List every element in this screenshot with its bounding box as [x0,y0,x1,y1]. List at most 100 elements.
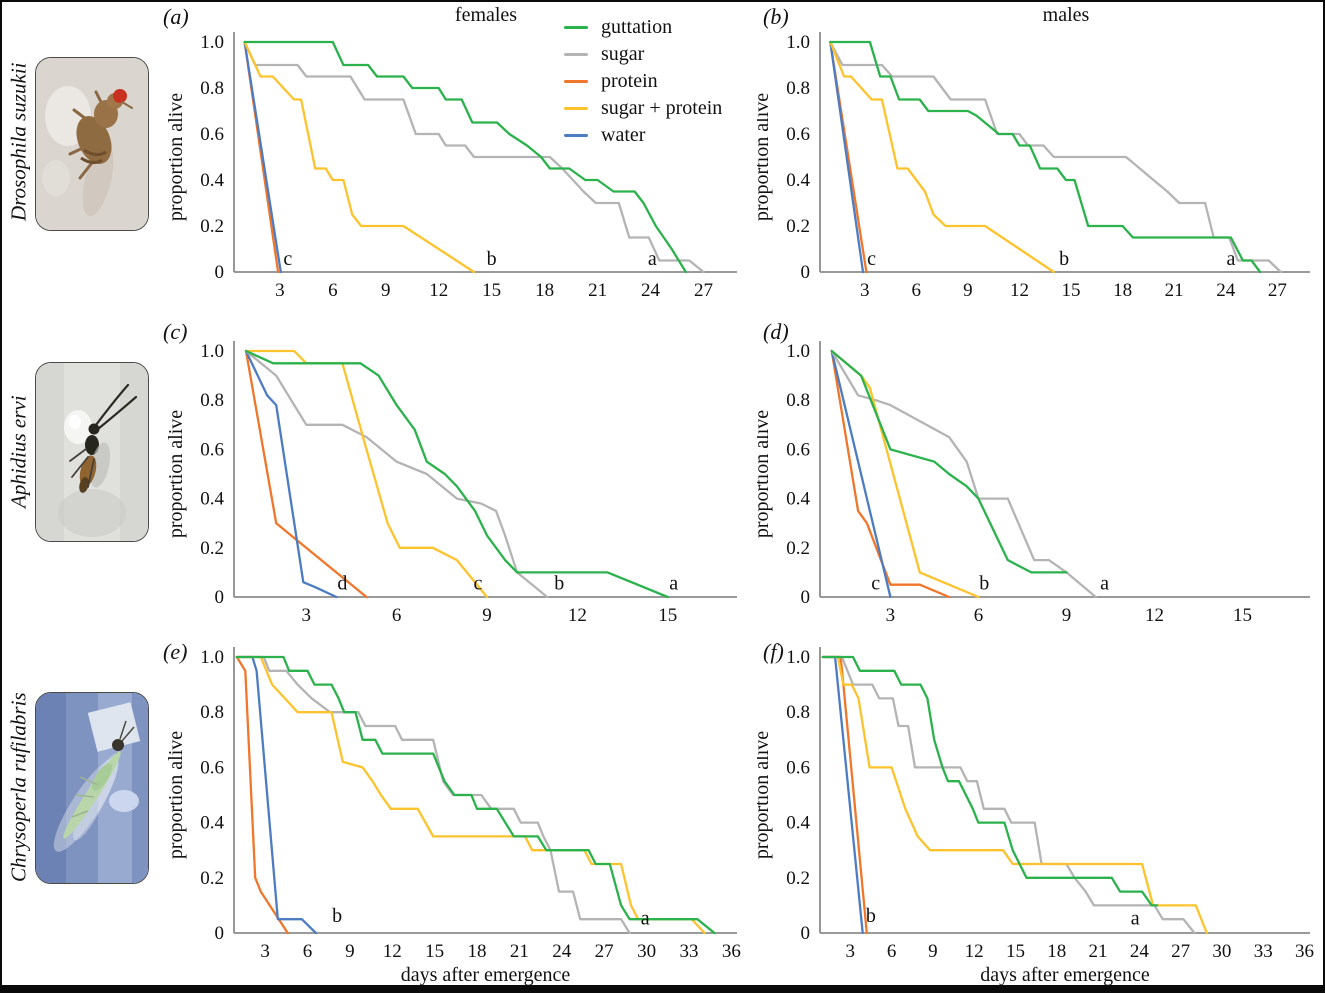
significance-letter-b: b [979,573,989,595]
x-tick-label: 6 [328,280,338,301]
y-tick-label: 0.6 [200,757,224,778]
x-tick-label: 12 [1145,605,1164,626]
y-tick-label: 0 [215,587,225,608]
y-tick-label: 0 [215,262,225,283]
x-tick-label: 9 [381,280,391,301]
x-tick-label: 12 [965,941,984,962]
x-tick-label: 30 [1212,941,1231,962]
x-tick-label: 6 [303,941,313,962]
x-tick-label: 12 [1010,280,1029,301]
x-tick-label: 6 [974,605,984,626]
series-guttation-line [235,655,716,935]
y-tick-label: 1.0 [200,32,224,53]
panel-letter-c: (c) [163,319,188,344]
green-lacewing-illustration [36,693,148,883]
column-title-males: males [1042,4,1090,26]
x-tick-label: 21 [1165,280,1184,301]
x-axis-label: days after emergence [980,964,1150,986]
x-tick-label: 18 [1047,941,1066,962]
significance-letter-c: c [283,248,292,270]
x-tick-label: 6 [887,941,897,962]
significance-letter-a: a [1226,248,1235,270]
series-water-line [830,349,892,599]
series-sugar-protein-line [821,655,1208,935]
panel-b: (b) 1.0 0.8 0.6 0.4 0.2 0 3 6 9 12 15 18 21 24 27 propo… [757,2,1323,312]
x-tick-label: 18 [535,280,554,301]
y-tick-label: 0.4 [200,813,224,834]
y-tick-label: 0 [215,923,225,944]
x-tick-label: 3 [886,605,896,626]
y-axis-label: proportion alive [757,731,773,859]
series-sugar-protein-line [235,655,706,935]
legend-item-guttation: guttation [564,16,774,38]
significance-letter-d: d [337,573,347,595]
legend-label: protein [601,70,658,92]
series-protein-line [235,655,289,935]
y-tick-label: 0 [801,262,811,283]
y-tick-label: 0.4 [200,170,224,191]
survival-plot-d: 1.0 0.8 0.6 0.4 0.2 0 3 6 9 12 15 proportion alive c… [757,341,1310,626]
significance-letter-a: a [641,908,650,930]
significance-letter-b: b [332,905,342,927]
x-tick-label: 36 [722,941,741,962]
significance-letter-a: a [648,248,657,270]
legend: guttation sugar protein sugar + protein wate… [564,16,774,146]
survival-plot-e: 1.00.80.60.40.203 6 9 12 15 18 21 24 27 30 33 36pro… [165,647,741,985]
x-tick-label: 3 [302,605,312,626]
x-tick-label: 15 [425,941,444,962]
x-tick-label: 24 [552,941,572,962]
series-guttation-line [829,40,1262,274]
panel-d: (d) 1.0 0.8 0.6 0.4 0.2 0 3 6 9 12 15 proportion al… [757,317,1323,632]
y-tick-label: 1.0 [200,647,224,668]
x-tick-label: 15 [1006,941,1025,962]
significance-letter-a: a [1131,908,1140,930]
y-tick-label: 0.2 [200,216,224,237]
x-tick-label: 27 [694,280,713,301]
y-tick-label: 0.2 [200,538,224,559]
panel-a: (a) 1.0 0.8 0.6 0.4 0.2 0 3 6 9 12 15 18 21 24 27 propo… [157,2,757,312]
series-water-line [829,40,865,274]
y-tick-label: 0.4 [786,170,810,191]
x-tick-label: 9 [482,605,492,626]
legend-item-protein: protein [564,70,774,92]
series-sugar-line [244,349,549,599]
legend-swatch [564,79,588,83]
series-sugar-protein-line [243,40,476,274]
drosophila-photo [35,57,149,231]
x-tick-label: 15 [482,280,501,301]
series-water-line [821,655,864,935]
x-tick-label: 9 [345,941,355,962]
x-tick-label: 27 [595,941,614,962]
aphidius-photo [35,362,149,542]
x-tick-label: 9 [928,941,938,962]
y-tick-label: 0.2 [786,868,810,889]
legend-label: sugar + protein [601,97,723,119]
significance-letter-c: c [474,573,483,595]
legend-item-sugar: sugar [564,43,774,65]
y-tick-label: 0.6 [786,439,810,460]
y-tick-label: 0.8 [200,390,224,411]
significance-letter-b: b [487,248,497,270]
y-tick-label: 1.0 [200,341,224,362]
x-tick-label: 27 [1268,280,1287,301]
survival-plot-b: 1.0 0.8 0.6 0.4 0.2 0 3 6 9 12 15 18 21 24 27 proportio… [757,32,1310,301]
x-tick-label: 24 [1216,280,1236,301]
series-guttation-line [243,40,687,274]
series-sugar-line [821,655,1196,935]
y-axis-label: proportion alive [757,93,773,221]
significance-letter-c: c [871,573,880,595]
legend-item-sugar-protein: sugar + protein [564,97,774,119]
x-tick-label: 30 [637,941,656,962]
panel-e: (e) 1.0 0.8 0.6 0.4 0.2 0 3 6 9 12 15 18 21 24 27 30 33 3… [157,637,757,985]
panel-letter-f: (f) [763,639,784,664]
significance-letter-b: b [554,573,564,595]
series-sugar-line [235,655,631,935]
series-protein-line [830,349,951,599]
x-tick-label: 33 [1254,941,1273,962]
x-tick-label: 3 [260,941,270,962]
series-protein-line [821,655,868,935]
legend-label: sugar [601,43,645,65]
series-water-line [235,655,318,935]
x-tick-label: 6 [392,605,402,626]
y-tick-label: 0.6 [200,439,224,460]
